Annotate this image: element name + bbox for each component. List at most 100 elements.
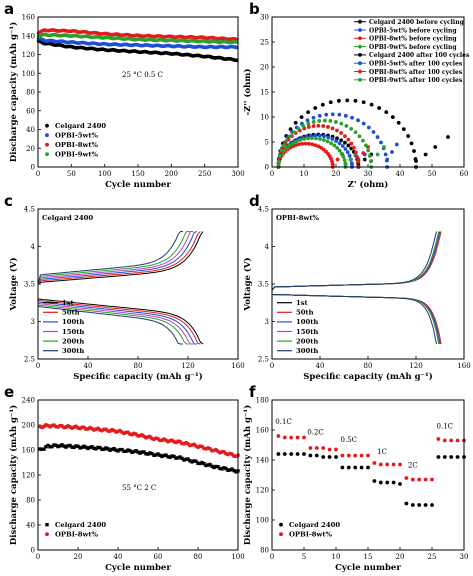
y-tick-label: 160 xyxy=(22,14,35,22)
x-axis-label: Specific capacity (mAh g⁻¹) xyxy=(73,371,203,382)
y-tick-label: 40 xyxy=(26,522,35,530)
data-point xyxy=(114,448,118,452)
x-tick-label: 20 xyxy=(396,553,405,561)
x-tick-label: 60 xyxy=(154,553,163,561)
data-point xyxy=(296,126,301,131)
data-point xyxy=(60,443,64,447)
condition-annotation: 25 °C 0.5 C xyxy=(122,71,163,79)
y-tick-label: 0 xyxy=(31,164,35,172)
data-point xyxy=(184,457,188,462)
data-point xyxy=(385,462,390,467)
data-point xyxy=(291,144,295,149)
data-point xyxy=(430,477,434,482)
x-tick-label: 250 xyxy=(198,170,211,178)
x-tick-label: 150 xyxy=(131,170,144,178)
data-point xyxy=(344,124,349,128)
data-point xyxy=(335,157,340,162)
legend-marker xyxy=(358,69,362,74)
data-point xyxy=(394,142,399,147)
data-point xyxy=(194,459,198,463)
data-point xyxy=(334,447,338,452)
data-point xyxy=(436,437,441,441)
legend-label: 1st xyxy=(296,299,309,307)
data-point xyxy=(362,157,367,162)
legend-marker xyxy=(45,142,49,147)
legend-label: 300th xyxy=(296,347,318,355)
series-opbi-5wt- xyxy=(36,36,239,50)
series-nyquist-7 xyxy=(276,118,386,169)
data-point xyxy=(40,447,44,452)
data-point xyxy=(74,444,78,448)
data-point xyxy=(292,130,296,135)
data-point xyxy=(220,467,224,471)
data-point xyxy=(276,452,281,456)
data-point xyxy=(276,434,281,438)
data-point xyxy=(348,157,353,162)
x-axis-label: Z' (ohm) xyxy=(348,179,389,190)
data-point xyxy=(378,462,383,467)
data-point xyxy=(310,136,314,141)
x-tick-label: 20 xyxy=(332,170,341,178)
legend: Celgard 2400 OPBI-8wt% xyxy=(279,521,340,539)
x-axis-label: Cycle number xyxy=(335,563,401,573)
data-point xyxy=(356,118,360,123)
y-tick-label: 100 xyxy=(22,70,35,78)
x-tick-label: 80 xyxy=(364,362,373,370)
chart-panel-e: e 0 20 40 60 80 100 0 40 80 120 160 200 240 Cycle numb… xyxy=(4,383,245,573)
data-point xyxy=(363,143,368,148)
x-tick-label: 20 xyxy=(74,553,83,561)
legend-marker xyxy=(45,532,49,537)
data-point xyxy=(353,453,358,458)
data-point xyxy=(337,141,342,146)
data-point xyxy=(359,453,364,458)
x-tick-label: 40 xyxy=(396,170,405,178)
data-point xyxy=(335,145,340,150)
x-tick-label: 120 xyxy=(409,362,422,370)
legend-label: 100th xyxy=(62,318,84,326)
data-point xyxy=(340,144,345,148)
y-tick-label: 4.5 xyxy=(24,206,35,214)
plot-frame xyxy=(271,16,465,168)
data-point xyxy=(94,447,98,451)
panel-label: e xyxy=(4,383,14,401)
data-point xyxy=(50,444,54,449)
data-point xyxy=(375,135,380,139)
data-point xyxy=(334,455,338,459)
data-point xyxy=(281,143,286,148)
legend-marker xyxy=(45,523,49,527)
data-point xyxy=(317,133,322,138)
data-point xyxy=(316,144,321,149)
data-point xyxy=(357,134,362,139)
charge-curve xyxy=(37,231,201,285)
charge-curve xyxy=(37,231,204,285)
x-tick-label: 30 xyxy=(364,170,373,178)
data-point xyxy=(361,100,366,105)
data-point xyxy=(384,110,389,115)
panel-label: c xyxy=(4,192,13,210)
y-tick-label: 140 xyxy=(256,457,269,465)
data-point xyxy=(138,451,142,455)
data-point xyxy=(56,444,60,449)
data-point xyxy=(106,447,110,451)
x-tick-label: 50 xyxy=(428,170,437,178)
x-tick-label: 100 xyxy=(98,170,111,178)
data-point xyxy=(182,458,186,462)
y-tick-label: 4 xyxy=(31,243,36,251)
legend: Celgard 2400 OPBI-5wt%OPBI-8wt% OPBI-9wt% xyxy=(45,122,106,159)
data-point xyxy=(423,503,428,507)
data-point xyxy=(345,98,350,103)
y-axis-label: Discharge capacity (mAh g⁻¹) xyxy=(8,22,19,162)
x-tick-label: 40 xyxy=(114,553,123,561)
data-point xyxy=(404,476,409,480)
charge-curve xyxy=(271,231,437,291)
y-tick-label: 10 xyxy=(260,114,269,122)
data-point xyxy=(406,134,411,138)
panel-label: d xyxy=(249,192,260,210)
data-point xyxy=(38,447,42,451)
data-point xyxy=(144,452,148,456)
data-point xyxy=(62,444,66,448)
data-point xyxy=(300,141,305,146)
legend-marker xyxy=(45,152,49,157)
data-point xyxy=(334,120,338,124)
